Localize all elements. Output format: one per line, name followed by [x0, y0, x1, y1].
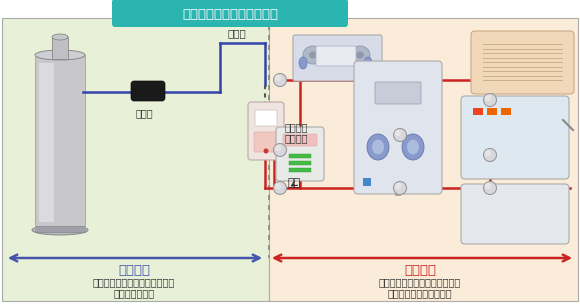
Circle shape — [395, 130, 401, 136]
FancyBboxPatch shape — [461, 184, 569, 244]
FancyBboxPatch shape — [255, 110, 277, 126]
Ellipse shape — [35, 50, 85, 60]
Circle shape — [275, 183, 281, 189]
Text: 消費設備: 消費設備 — [404, 264, 436, 277]
FancyBboxPatch shape — [461, 96, 569, 179]
Ellipse shape — [52, 34, 68, 40]
Bar — [473, 108, 483, 115]
FancyBboxPatch shape — [276, 127, 324, 181]
Text: （販売店の維持管理責任範囲）: （販売店の維持管理責任範囲） — [93, 277, 175, 287]
Text: メーター: メーター — [285, 133, 309, 143]
Text: （消費者の維持管理責任範囲）: （消費者の維持管理責任範囲） — [379, 277, 461, 287]
Bar — [487, 108, 497, 115]
FancyBboxPatch shape — [471, 31, 574, 94]
Ellipse shape — [407, 139, 419, 154]
Circle shape — [484, 94, 496, 107]
FancyBboxPatch shape — [112, 0, 348, 27]
Circle shape — [274, 143, 287, 157]
Bar — [289, 161, 311, 165]
Text: 容器・メーター販売の場合: 容器・メーター販売の場合 — [182, 7, 278, 21]
FancyBboxPatch shape — [293, 35, 382, 81]
Bar — [52, 37, 68, 59]
Bar — [289, 154, 311, 158]
Text: マイコン: マイコン — [285, 122, 309, 132]
Text: 供給設備: 供給設備 — [118, 264, 150, 277]
Ellipse shape — [364, 57, 372, 69]
Circle shape — [393, 129, 407, 142]
Ellipse shape — [402, 134, 424, 160]
Bar — [501, 108, 511, 115]
Circle shape — [275, 145, 281, 151]
FancyBboxPatch shape — [131, 81, 165, 101]
Ellipse shape — [309, 52, 317, 59]
Circle shape — [485, 150, 491, 156]
Circle shape — [274, 181, 287, 195]
Ellipse shape — [299, 57, 307, 69]
Text: 調整器: 調整器 — [135, 108, 153, 118]
Circle shape — [485, 183, 491, 189]
Circle shape — [485, 95, 491, 101]
Circle shape — [274, 73, 287, 87]
Circle shape — [484, 149, 496, 161]
Ellipse shape — [350, 46, 370, 64]
FancyBboxPatch shape — [375, 82, 421, 104]
Ellipse shape — [32, 225, 88, 235]
Ellipse shape — [303, 46, 323, 64]
Text: 事業者側の所有: 事業者側の所有 — [114, 288, 154, 298]
Ellipse shape — [356, 52, 364, 59]
Text: 供給管: 供給管 — [227, 28, 246, 38]
Circle shape — [275, 75, 281, 81]
Bar — [269, 18, 578, 301]
Circle shape — [484, 181, 496, 195]
Circle shape — [395, 183, 401, 189]
FancyBboxPatch shape — [248, 102, 284, 160]
FancyBboxPatch shape — [283, 134, 317, 146]
Bar — [39, 63, 54, 222]
Bar — [363, 178, 371, 186]
FancyBboxPatch shape — [354, 61, 442, 194]
Bar — [35, 226, 85, 232]
Ellipse shape — [367, 134, 389, 160]
Bar — [2, 18, 269, 301]
Circle shape — [263, 149, 269, 154]
Text: 配管: 配管 — [288, 178, 301, 188]
Ellipse shape — [372, 139, 384, 154]
FancyBboxPatch shape — [254, 132, 278, 152]
Bar — [289, 168, 311, 172]
Circle shape — [393, 181, 407, 195]
Bar — [395, 188, 401, 196]
Bar — [35, 55, 85, 230]
FancyBboxPatch shape — [316, 46, 356, 66]
Text: 一般的に消費者側の所有: 一般的に消費者側の所有 — [387, 288, 452, 298]
